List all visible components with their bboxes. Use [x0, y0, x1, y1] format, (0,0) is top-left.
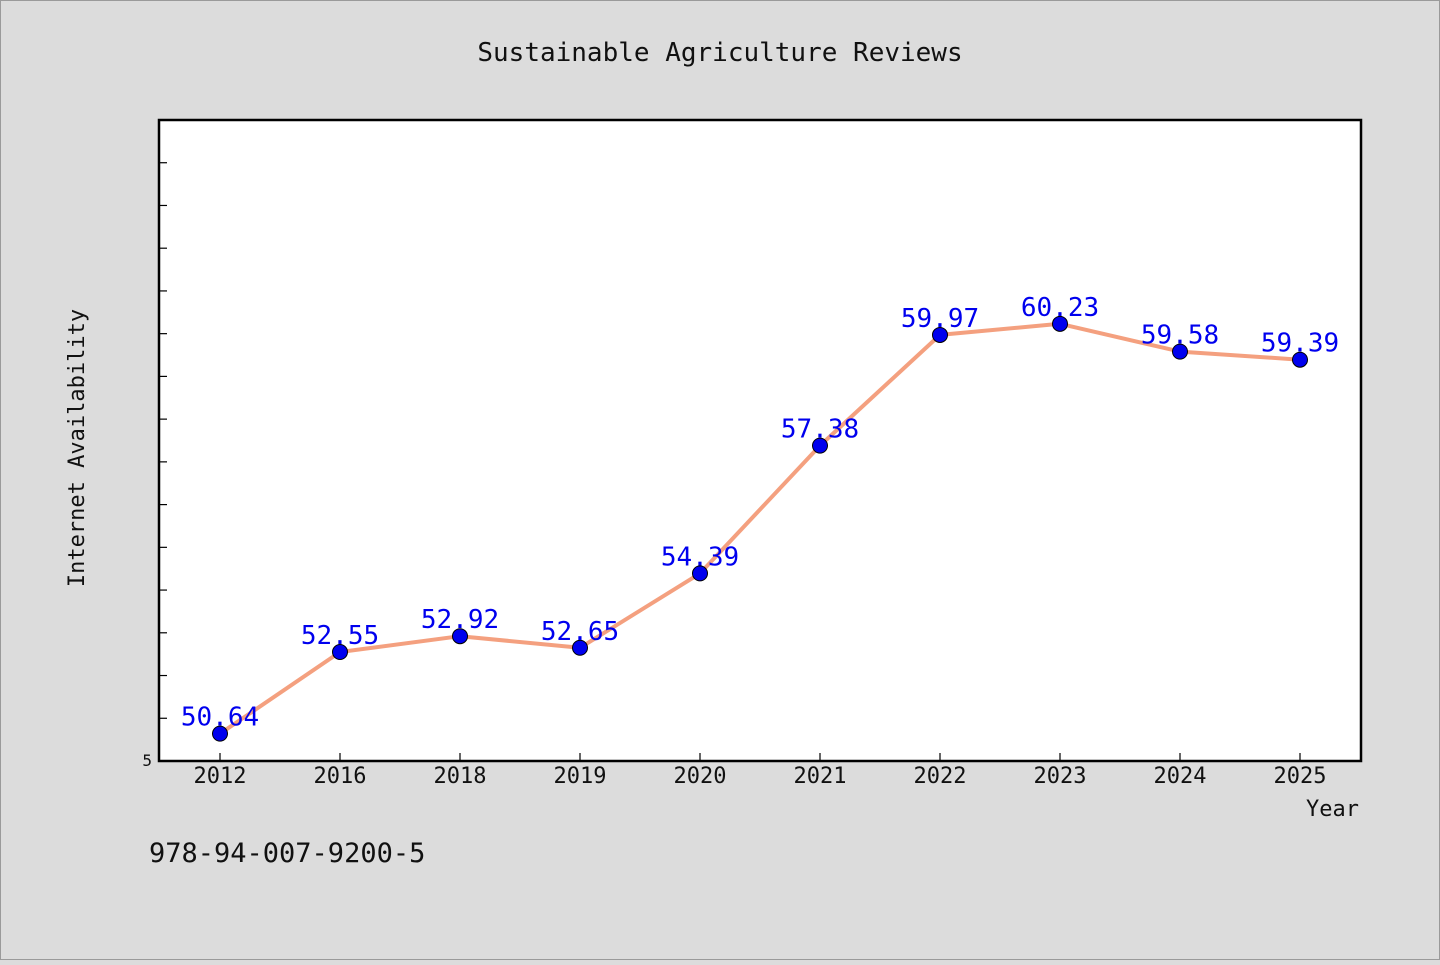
chart-title: Sustainable Agriculture Reviews	[477, 38, 962, 68]
data-point	[452, 628, 468, 645]
data-label: 52.92	[421, 605, 499, 635]
x-axis-ticks: 2012 2016 2018 2019 2020 2021 2022 2023 2024 2025	[194, 753, 1327, 789]
x-tick-label: 2021	[794, 764, 847, 789]
data-label: 59.97	[901, 304, 979, 334]
x-tick-label: 2024	[1154, 764, 1207, 789]
x-axis-label: Year	[1306, 797, 1359, 822]
data-point	[692, 565, 708, 582]
data-point	[212, 725, 228, 742]
x-tick-label: 2016	[314, 764, 367, 789]
x-tick-label: 2025	[1274, 764, 1327, 789]
data-label: 59.58	[1141, 321, 1219, 351]
y-tick-label: 5	[142, 751, 152, 770]
data-label: 50.64	[181, 703, 259, 733]
x-tick-label: 2012	[194, 764, 247, 789]
x-tick-label: 2018	[434, 764, 487, 789]
y-axis-label: Internet Availability	[65, 309, 90, 587]
plot-area	[157, 118, 1363, 763]
data-point	[1292, 351, 1308, 368]
data-point	[932, 326, 948, 343]
data-point	[1172, 343, 1188, 360]
series-line	[218, 321, 1302, 736]
data-label: 54.39	[661, 542, 739, 572]
x-tick-label: 2022	[914, 764, 967, 789]
footer-isbn: 978-94-007-9200-5	[149, 838, 425, 869]
data-point	[1052, 315, 1068, 332]
series-layer: 50.64 52.55 52.92 52.65 54.39 57.38 59.97 60.23…	[181, 293, 1339, 742]
data-label: 52.55	[301, 621, 379, 651]
data-point	[572, 639, 588, 656]
x-tick-label: 2020	[674, 764, 727, 789]
data-point	[332, 644, 348, 661]
x-tick-label: 2019	[554, 764, 607, 789]
data-label: 59.39	[1261, 329, 1339, 359]
data-label: 57.38	[781, 415, 859, 445]
data-label: 60.23	[1021, 293, 1099, 323]
data-label: 52.65	[541, 617, 619, 647]
y-axis-ticks: 5	[142, 162, 167, 770]
data-point	[812, 437, 828, 454]
x-tick-label: 2023	[1034, 764, 1087, 789]
